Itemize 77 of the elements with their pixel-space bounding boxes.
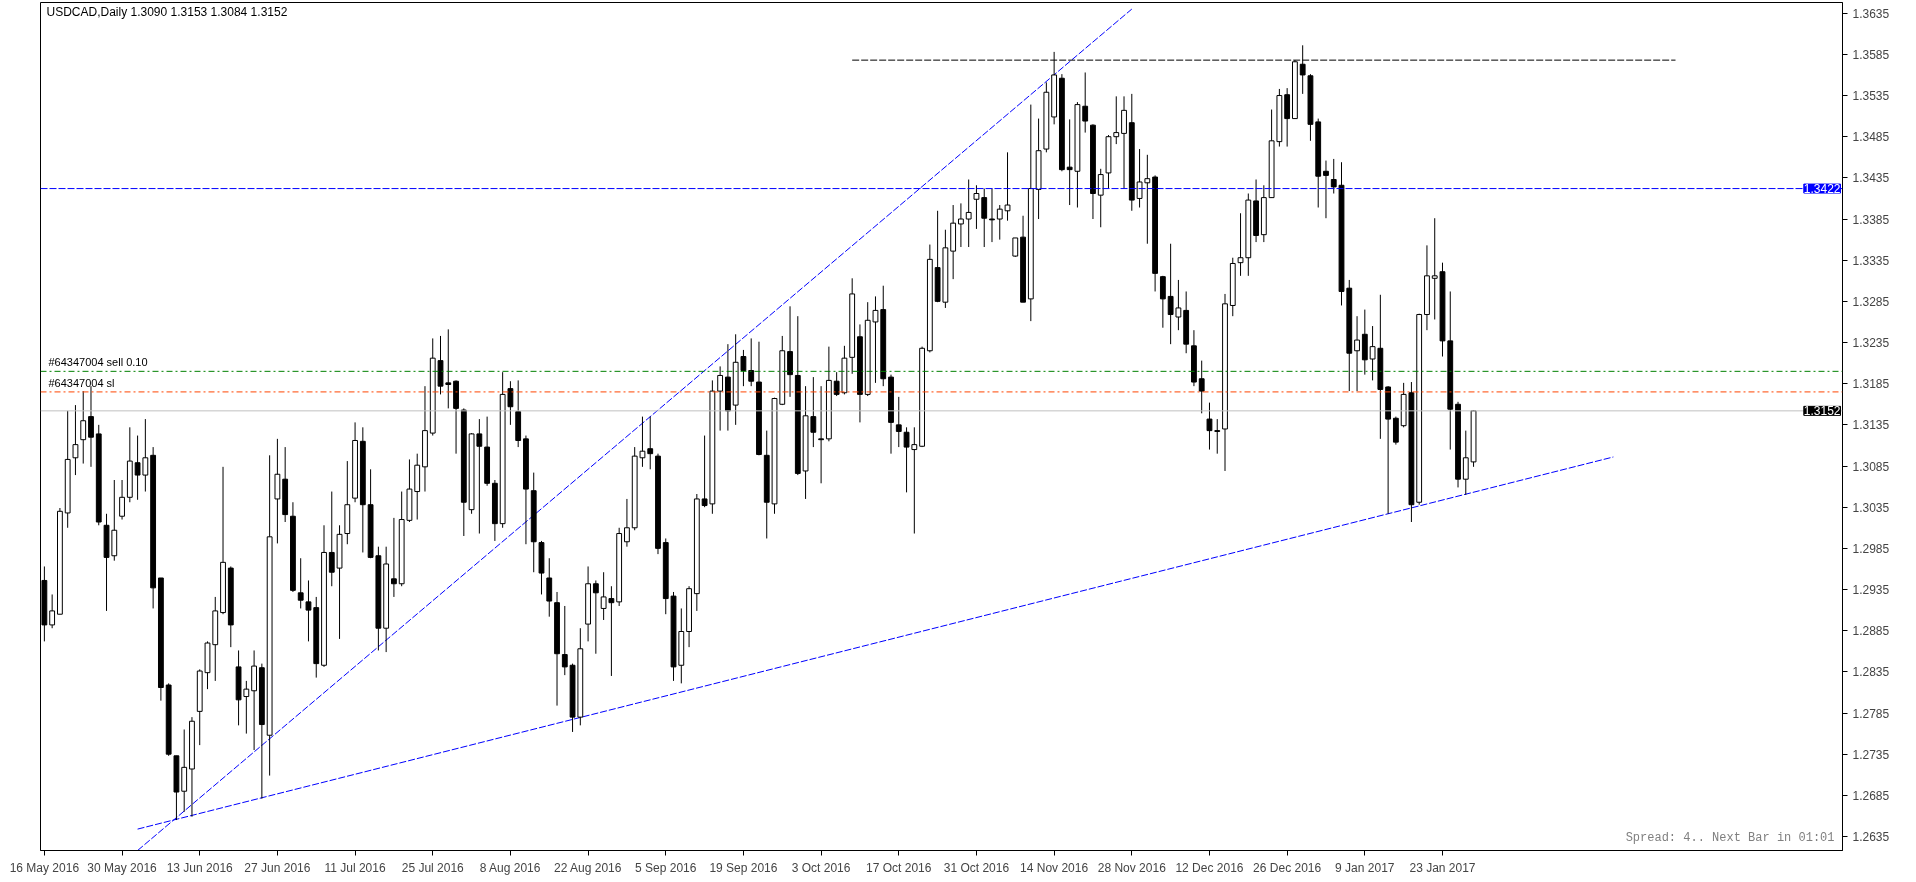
- y-tick-label: 1.3635: [1852, 6, 1890, 21]
- candlestick: [1237, 212, 1244, 277]
- candlestick: [592, 579, 599, 655]
- candlestick: [88, 385, 94, 468]
- x-tick-label: 23 Jan 2017: [1409, 860, 1476, 875]
- x-tick-label: 16 May 2016: [9, 860, 80, 875]
- candlestick: [1159, 275, 1166, 329]
- y-tick-label: 1.2735: [1852, 747, 1890, 762]
- x-tick-label: 31 Oct 2016: [943, 860, 1010, 875]
- candlestick: [1097, 168, 1104, 228]
- candlestick: [297, 557, 304, 609]
- y-tick-label: 1.3335: [1852, 253, 1890, 268]
- y-tick-label: 1.3435: [1852, 171, 1890, 186]
- x-tick-label: 12 Dec 2016: [1175, 860, 1244, 875]
- x-tick-label: 9 Jan 2017: [1335, 860, 1395, 875]
- candlestick: [958, 202, 964, 248]
- x-tick-label: 13 Jun 2016: [166, 860, 234, 875]
- candlestick: [818, 385, 825, 484]
- x-tick-label: 17 Oct 2016: [866, 860, 932, 875]
- candlestick: [80, 390, 87, 465]
- y-tick-label: 1.2685: [1852, 788, 1890, 803]
- x-tick-label: 11 Jul 2016: [324, 860, 386, 875]
- y-tick-label: 1.2935: [1852, 583, 1890, 598]
- candlestick: [1323, 160, 1329, 219]
- candlestick: [119, 479, 125, 521]
- candlestick: [1113, 95, 1120, 145]
- ref-line-label: 1.3422: [1803, 182, 1841, 197]
- x-tick-label: 19 Sep 2016: [709, 860, 778, 875]
- chart-title: USDCAD,Daily 1.3090 1.3153 1.3084 1.3152: [46, 4, 288, 19]
- y-tick-label: 1.3285: [1852, 294, 1890, 309]
- candlestick: [989, 188, 995, 243]
- candlestick: [895, 396, 902, 448]
- candlestick: [546, 557, 553, 618]
- y-tick-label: 1.3585: [1852, 47, 1890, 62]
- y-tick-label: 1.3085: [1852, 459, 1890, 474]
- ref-line-label: #64347004 sl: [48, 376, 115, 389]
- y-tick-label: 1.3235: [1852, 336, 1890, 351]
- ref-line-label: #64347004 sell 0.10: [48, 356, 148, 369]
- y-tick-label: 1.2785: [1852, 706, 1890, 721]
- y-tick-label: 1.3135: [1852, 418, 1890, 433]
- y-tick-label: 1.2835: [1852, 665, 1890, 680]
- x-tick-label: 25 Jul 2016: [401, 860, 465, 875]
- y-tick-label: 1.2985: [1852, 541, 1890, 556]
- x-tick-label: 28 Nov 2016: [1097, 860, 1167, 875]
- y-tick-label: 1.3485: [1852, 130, 1890, 145]
- y-tick-label: 1.2635: [1852, 830, 1890, 844]
- candlestick: [49, 593, 56, 629]
- x-tick-label: 30 May 2016: [87, 860, 158, 875]
- candlestick: [624, 498, 630, 548]
- ref-line-label: 1.3152: [1803, 404, 1841, 419]
- candlestick: [965, 179, 972, 248]
- candlestick: [391, 517, 397, 598]
- candlestick: [1198, 360, 1205, 414]
- candlestick: [1012, 237, 1019, 258]
- annotation: Spread: 4.. Next Bar in 01:01: [1625, 830, 1835, 845]
- candlestick: [1392, 416, 1399, 446]
- candlestick: [1284, 87, 1291, 148]
- x-tick-label: 3 Oct 2016: [791, 860, 851, 875]
- candlestick: [748, 337, 755, 387]
- x-tick-label: 27 Jun 2016: [244, 860, 311, 875]
- x-tick-label: 26 Dec 2016: [1253, 860, 1322, 875]
- y-tick-label: 1.3385: [1852, 212, 1890, 227]
- x-tick-label: 5 Sep 2016: [635, 860, 697, 875]
- y-tick-label: 1.3035: [1852, 500, 1890, 515]
- x-tick-label: 8 Aug 2016: [479, 860, 541, 875]
- candlestick: [1354, 315, 1360, 392]
- y-tick-label: 1.2885: [1852, 624, 1890, 639]
- candlestick: [181, 728, 188, 813]
- candlestick: [787, 305, 793, 398]
- candlestick: [72, 404, 79, 476]
- candlestick: [717, 365, 724, 432]
- x-tick-label: 22 Aug 2016: [554, 860, 622, 875]
- y-tick-label: 1.3535: [1852, 89, 1890, 104]
- candlestick: [1082, 71, 1089, 134]
- x-tick-label: 14 Nov 2016: [1020, 860, 1089, 875]
- y-tick-label: 1.3185: [1852, 377, 1890, 392]
- candlestick: [1121, 95, 1127, 190]
